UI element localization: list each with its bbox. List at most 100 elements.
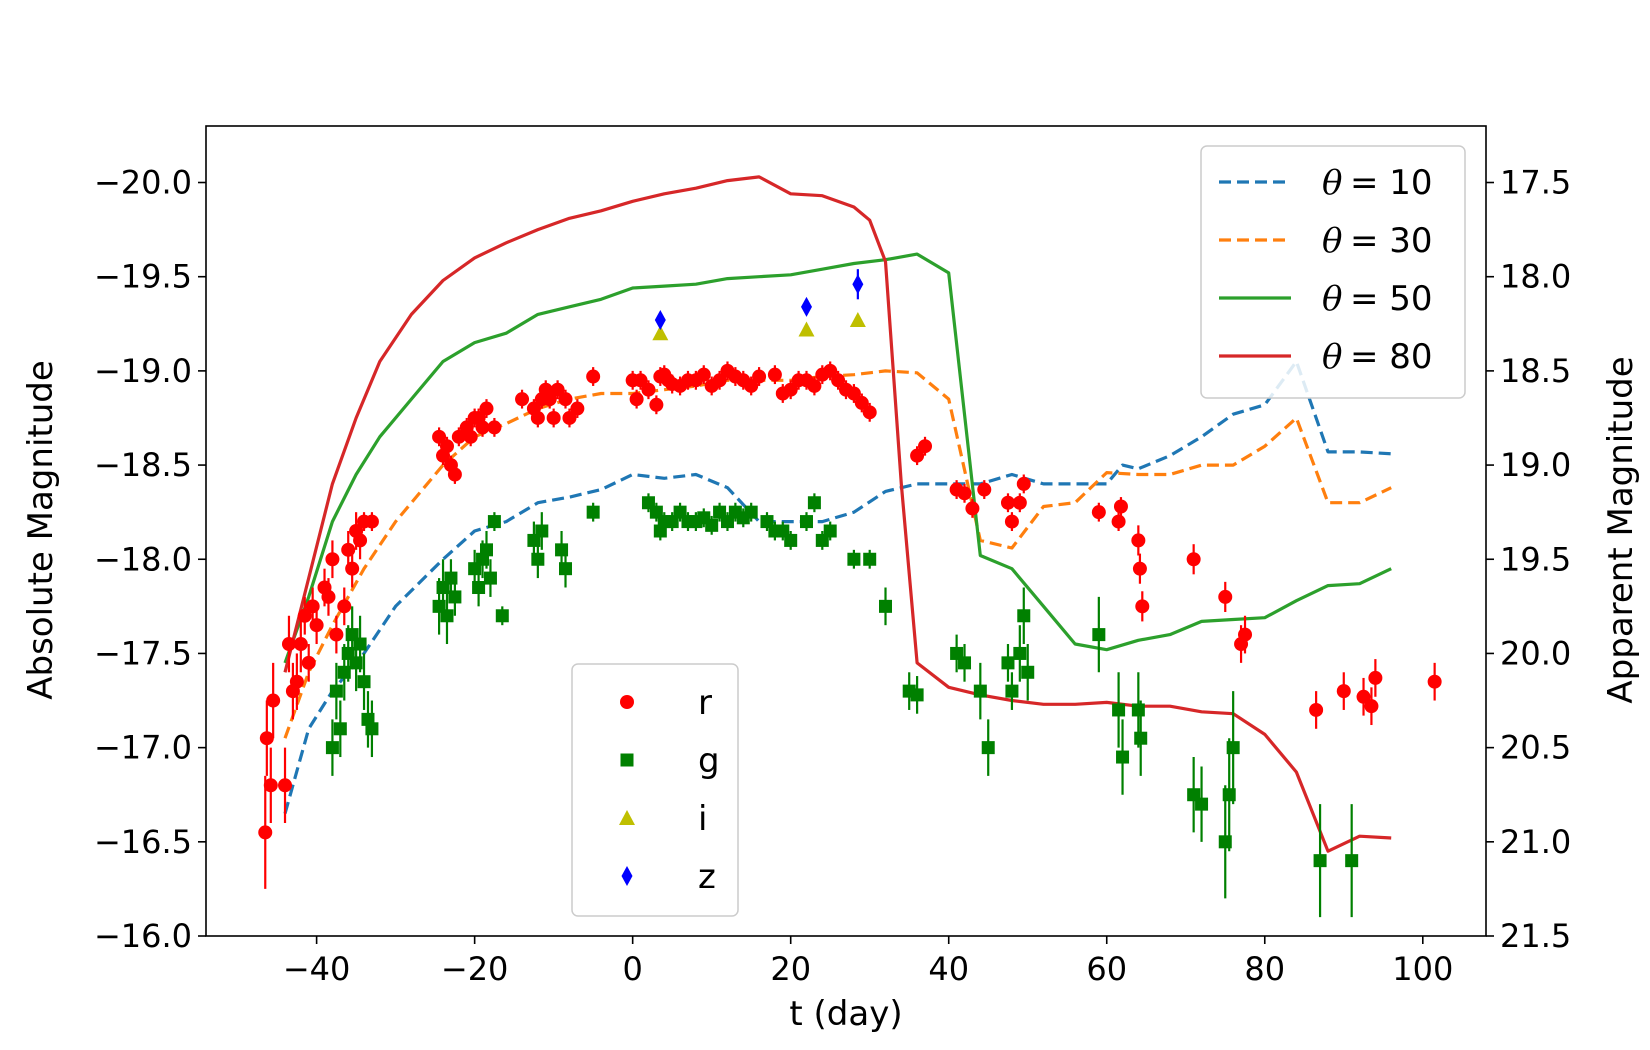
band-r-point <box>432 429 447 444</box>
band-r-point <box>649 397 664 412</box>
band-r-point <box>712 373 727 388</box>
band-g-point <box>958 656 972 670</box>
band-g-point <box>879 599 893 613</box>
y-left-axis-ticks: −20.0 −19.5 −19.0 −18.5 −18.0 −17.5 −17.0 −16.5… <box>94 164 206 955</box>
x-tick-label: −20 <box>441 950 509 988</box>
band-r-point <box>463 429 478 444</box>
y-right-tick-label: 21.5 <box>1500 917 1571 955</box>
band-g-point <box>365 722 379 736</box>
band-g-point <box>1195 797 1209 811</box>
band-g-point <box>823 524 837 538</box>
band-r-point <box>451 429 466 444</box>
y-right-tick-label: 17.5 <box>1500 164 1571 202</box>
band-g-point <box>586 505 600 519</box>
band-r-point <box>807 378 822 393</box>
band-g-point <box>535 524 549 538</box>
band-r-point <box>329 627 344 642</box>
band-r-point <box>831 373 846 388</box>
band-g-point <box>1131 703 1145 717</box>
band-z-point <box>800 296 812 317</box>
band-g-point <box>981 741 995 755</box>
band-r-point <box>558 392 573 407</box>
band-r-point <box>1186 552 1201 567</box>
y-right-tick-label: 20.5 <box>1500 729 1571 767</box>
band-r-point <box>309 618 324 633</box>
plot-frame <box>205 125 1487 937</box>
legend-marker-g <box>620 753 634 767</box>
legend-band-label: i <box>698 799 707 839</box>
y-left-tick-label: −18.5 <box>94 446 192 484</box>
band-r-point <box>965 501 980 516</box>
x-tick-label: 0 <box>622 950 642 988</box>
band-r-point <box>629 392 644 407</box>
band-g-point <box>863 552 877 566</box>
band-g-point <box>1345 854 1359 868</box>
band-g-point <box>910 688 924 702</box>
band-r-point <box>862 405 877 420</box>
band-g-point <box>325 741 339 755</box>
band-r-point <box>530 410 545 425</box>
band-i-points <box>652 312 866 341</box>
legend-band-label: r <box>698 683 712 723</box>
legend-theta-value: = 50 <box>1350 279 1433 319</box>
y-right-tick-label: 20.0 <box>1500 634 1571 672</box>
y-right-tick-label: 19.0 <box>1500 446 1571 484</box>
band-g-point <box>333 722 347 736</box>
y-left-tick-label: −17.5 <box>94 634 192 672</box>
legend-marker-z <box>621 866 633 886</box>
lines-legend-entries: θ = 10θ = 30θ = 50θ = 80 <box>1219 163 1433 377</box>
band-g-point <box>483 571 497 585</box>
band-r-point <box>1309 702 1324 717</box>
model-line-50 <box>283 252 1392 664</box>
band-r-point <box>1091 505 1106 520</box>
band-r-point <box>1113 499 1128 514</box>
band-r-point <box>1336 684 1351 699</box>
band-r-point <box>752 369 767 384</box>
band-r-point <box>854 395 869 410</box>
band-r-point <box>475 420 490 435</box>
y-left-tick-label: −16.0 <box>94 917 192 955</box>
y-left-tick-label: −16.5 <box>94 823 192 861</box>
band-g-point <box>807 496 821 510</box>
band-r-point <box>278 778 293 793</box>
legend-theta-value: = 10 <box>1350 163 1433 203</box>
y-right-axis-label: Apparent Magnitude <box>1601 356 1641 703</box>
band-r-point <box>1218 589 1233 604</box>
band-r-point <box>258 825 273 840</box>
band-i-point <box>652 325 669 341</box>
band-r-point <box>1012 495 1027 510</box>
band-z-points <box>654 269 864 331</box>
band-r-point <box>479 401 494 416</box>
legend-theta-value: = 30 <box>1350 221 1433 261</box>
band-r-point <box>1000 495 1015 510</box>
band-r-point <box>570 401 585 416</box>
y-right-tick-label: 19.5 <box>1500 540 1571 578</box>
y-left-tick-label: −19.0 <box>94 352 192 390</box>
x-axis-ticks: −40 −20 0 20 40 60 80 100 <box>283 936 1453 988</box>
band-r-point <box>767 367 782 382</box>
band-r-point <box>562 410 577 425</box>
band-r-point <box>977 482 992 497</box>
band-i-point <box>798 321 815 337</box>
band-r-point <box>957 486 972 501</box>
band-g-point <box>1134 731 1148 745</box>
legend-theta-symbol: θ <box>1322 337 1342 377</box>
band-g-point <box>559 562 573 576</box>
band-r-point <box>1238 627 1253 642</box>
band-g-point <box>705 518 719 532</box>
y-right-tick-label: 18.5 <box>1500 352 1571 390</box>
band-g-point <box>744 505 758 519</box>
band-r-point <box>293 637 308 652</box>
band-g-point <box>487 515 501 529</box>
band-r-point <box>633 373 648 388</box>
band-g-point <box>973 684 987 698</box>
band-r-point <box>641 382 656 397</box>
band-r-point <box>918 439 933 454</box>
y-right-tick-label: 18.0 <box>1500 258 1571 296</box>
band-z-point <box>654 310 666 331</box>
band-g-point <box>472 581 486 595</box>
band-r-point <box>1356 689 1371 704</box>
points-legend-box <box>571 663 739 917</box>
lines-legend-box <box>1200 145 1466 399</box>
